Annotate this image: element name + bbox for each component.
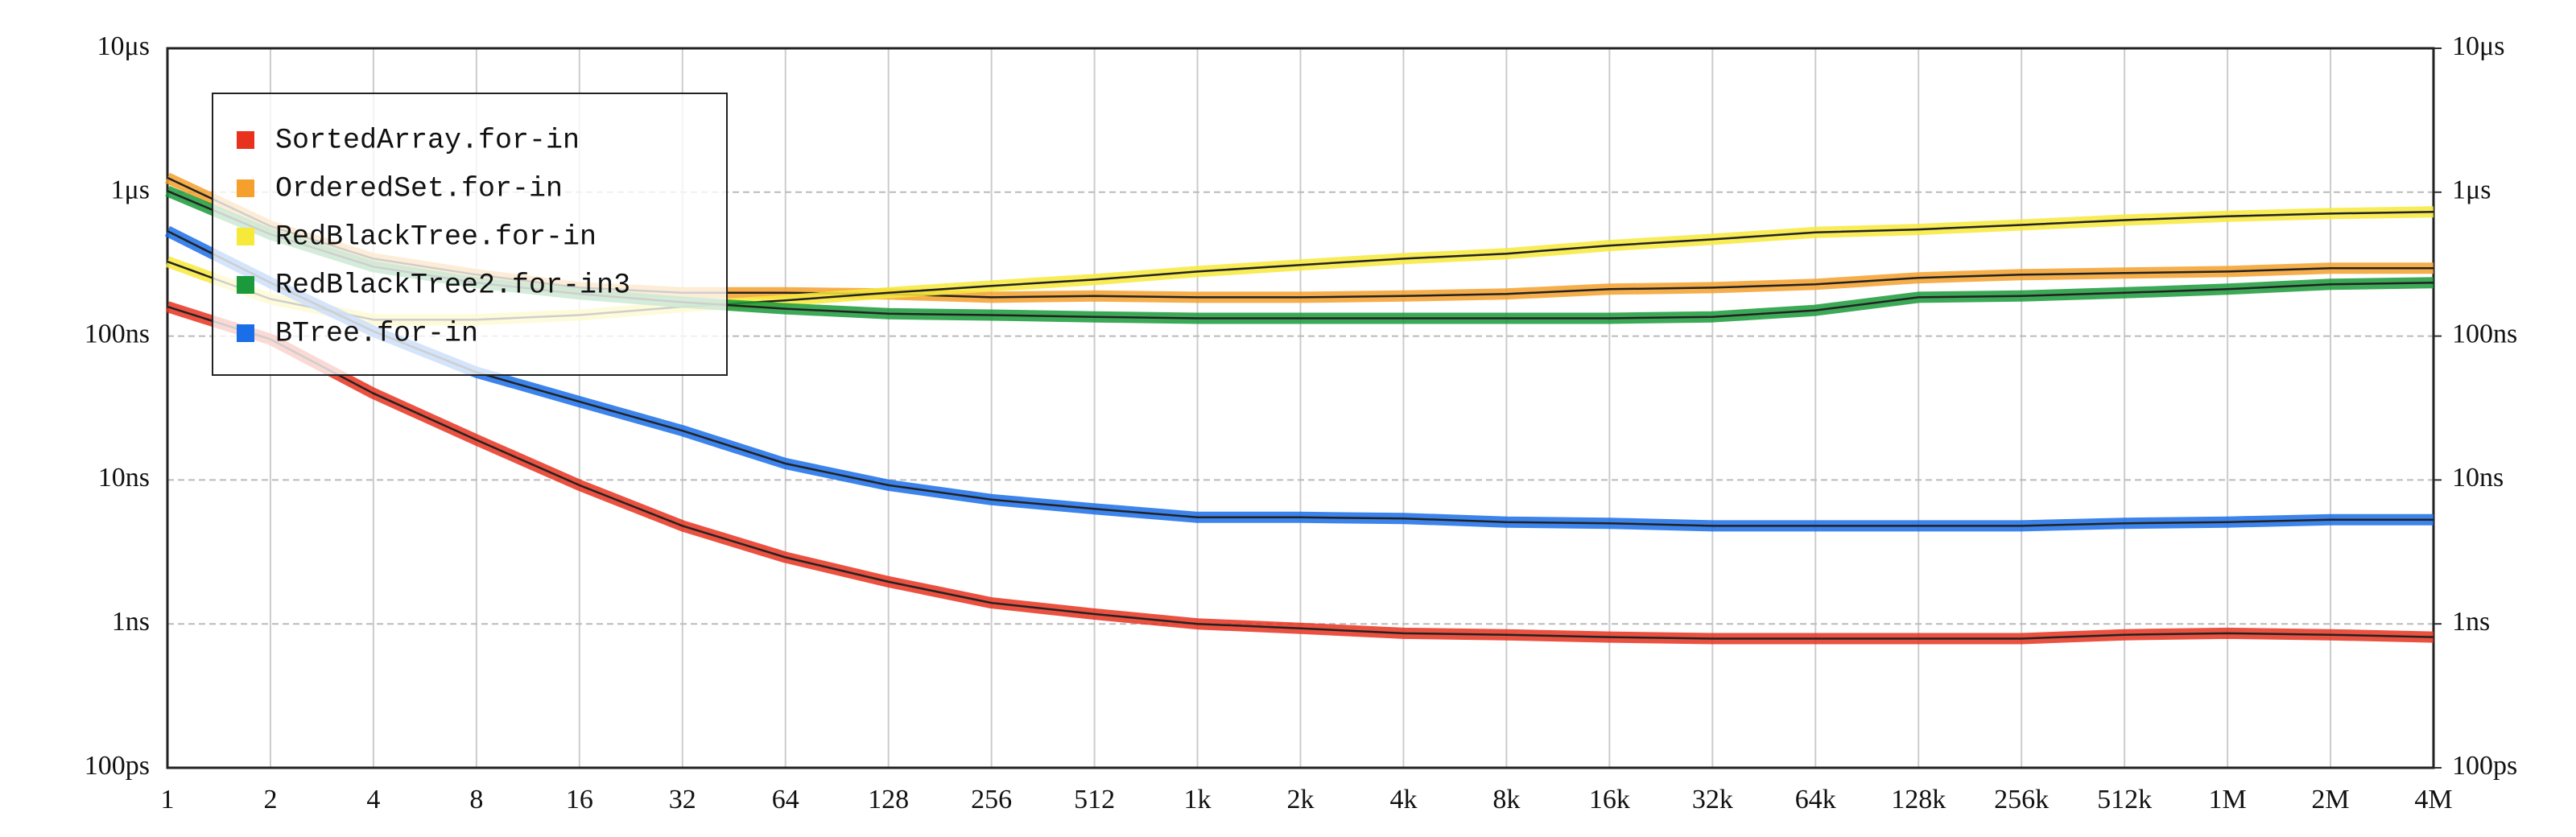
legend-box bbox=[212, 93, 728, 376]
x-tick-label: 8k bbox=[1492, 785, 1520, 814]
series-line bbox=[167, 229, 2434, 527]
legend-swatch bbox=[237, 276, 254, 294]
legend-swatch bbox=[237, 131, 254, 149]
legend-label: OrderedSet.for-in bbox=[275, 172, 563, 204]
x-tick-label: 1M bbox=[2208, 785, 2246, 814]
x-tick-label: 16k bbox=[1589, 785, 1630, 814]
legend-label: SortedArray.for-in bbox=[275, 124, 580, 156]
x-tick-label: 2k bbox=[1287, 785, 1315, 814]
y-tick-label: 1μs bbox=[111, 175, 150, 205]
series-line bbox=[167, 305, 2434, 640]
y2-tick-label: 100ns bbox=[2452, 319, 2517, 348]
x-tick-label: 2 bbox=[263, 785, 277, 814]
x-tick-label: 128 bbox=[868, 785, 909, 814]
x-tick-label: 32 bbox=[669, 785, 696, 814]
x-tick-label: 4M bbox=[2414, 785, 2452, 814]
x-tick-label: 2M bbox=[2311, 785, 2349, 814]
y2-tick-label: 1μs bbox=[2452, 175, 2491, 205]
x-tick-label: 1k bbox=[1184, 785, 1212, 814]
x-tick-label: 512k bbox=[2097, 785, 2152, 814]
x-tick-label: 8 bbox=[469, 785, 483, 814]
y2-tick-label: 10ns bbox=[2452, 463, 2504, 493]
legend-swatch bbox=[237, 324, 254, 342]
x-tick-label: 4 bbox=[366, 785, 380, 814]
x-tick-label: 1 bbox=[161, 785, 175, 814]
legend-swatch bbox=[237, 228, 254, 245]
plot-frame bbox=[166, 47, 2435, 769]
legend-label: BTree.for-in bbox=[275, 317, 478, 349]
y2-tick-label: 100ps bbox=[2452, 751, 2517, 781]
legend-swatch bbox=[237, 179, 254, 197]
x-tick-label: 32k bbox=[1692, 785, 1733, 814]
legend-label: RedBlackTree.for-in bbox=[275, 221, 597, 253]
x-tick-label: 64k bbox=[1795, 785, 1836, 814]
y2-tick-label: 1ns bbox=[2452, 607, 2490, 637]
x-tick-label: 64 bbox=[772, 785, 799, 814]
x-tick-label: 128k bbox=[1891, 785, 1946, 814]
x-tick-label: 256k bbox=[1994, 785, 2049, 814]
y-tick-label: 100ps bbox=[85, 751, 150, 781]
x-tick-label: 256 bbox=[971, 785, 1012, 814]
y-tick-label: 10ns bbox=[98, 463, 150, 493]
x-tick-label: 16 bbox=[566, 785, 593, 814]
y-tick-label: 1ns bbox=[112, 607, 150, 637]
x-tick-label: 512 bbox=[1074, 785, 1115, 814]
y-tick-label: 100ns bbox=[85, 319, 150, 348]
y-tick-label: 10μs bbox=[97, 31, 150, 61]
x-tick-label: 4k bbox=[1389, 785, 1417, 814]
legend-label: RedBlackTree2.for-in3 bbox=[275, 269, 630, 301]
y2-tick-label: 10μs bbox=[2452, 31, 2504, 61]
